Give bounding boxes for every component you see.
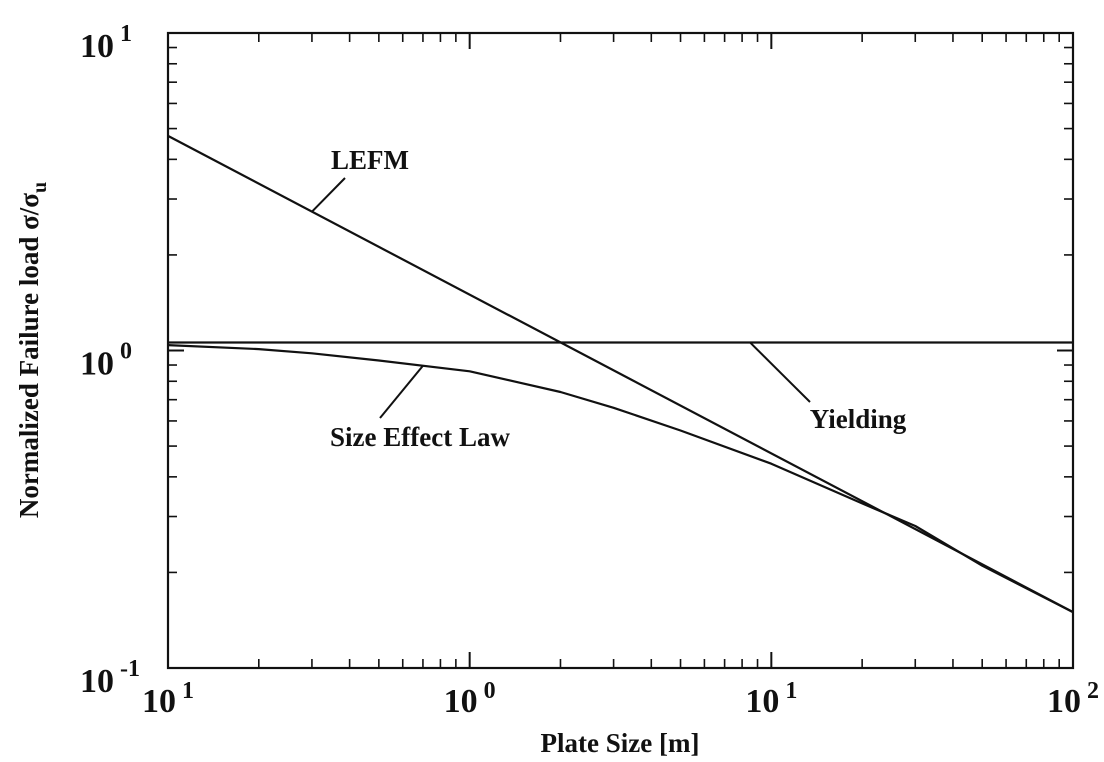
y-axis-title: Normalized Failure load σ/σu	[14, 182, 51, 518]
major-ticks	[167, 32, 1074, 669]
annotation-leader-line	[379, 365, 424, 419]
annotation-leader-line	[749, 341, 811, 403]
annotation-lefm: LEFM	[331, 145, 409, 175]
y-tick-label: 10 1	[80, 21, 132, 65]
tick-labels: 10 1 10 0 10 1 10 2 10 -1 10 0 10 1	[80, 21, 1099, 720]
plot-frame	[166, 31, 1075, 670]
annotation-size-effect-law: Size Effect Law	[330, 422, 510, 452]
minor-ticks	[168, 33, 1073, 668]
x-tick-label: 10 1	[745, 678, 797, 720]
annotation-leaders	[311, 177, 811, 419]
y-tick-label: 10 -1	[80, 656, 140, 700]
y-axis-title-main: Normalized Failure load σ/σ	[14, 193, 44, 518]
y-tick-label: 10 0	[80, 339, 132, 383]
series-line-lefm	[167, 134, 1074, 614]
x-tick-label: 10 0	[444, 678, 496, 720]
y-axis-title-subscript: u	[29, 182, 51, 193]
series-line-size-effect-law	[167, 344, 1074, 614]
series-layer	[167, 134, 1074, 614]
x-tick-label: 10 1	[142, 678, 194, 720]
x-axis-title: Plate Size [m]	[541, 728, 700, 758]
x-tick-label: 10 2	[1047, 678, 1099, 720]
annotation-yielding: Yielding	[810, 404, 907, 434]
annotation-leader-line	[311, 177, 346, 213]
